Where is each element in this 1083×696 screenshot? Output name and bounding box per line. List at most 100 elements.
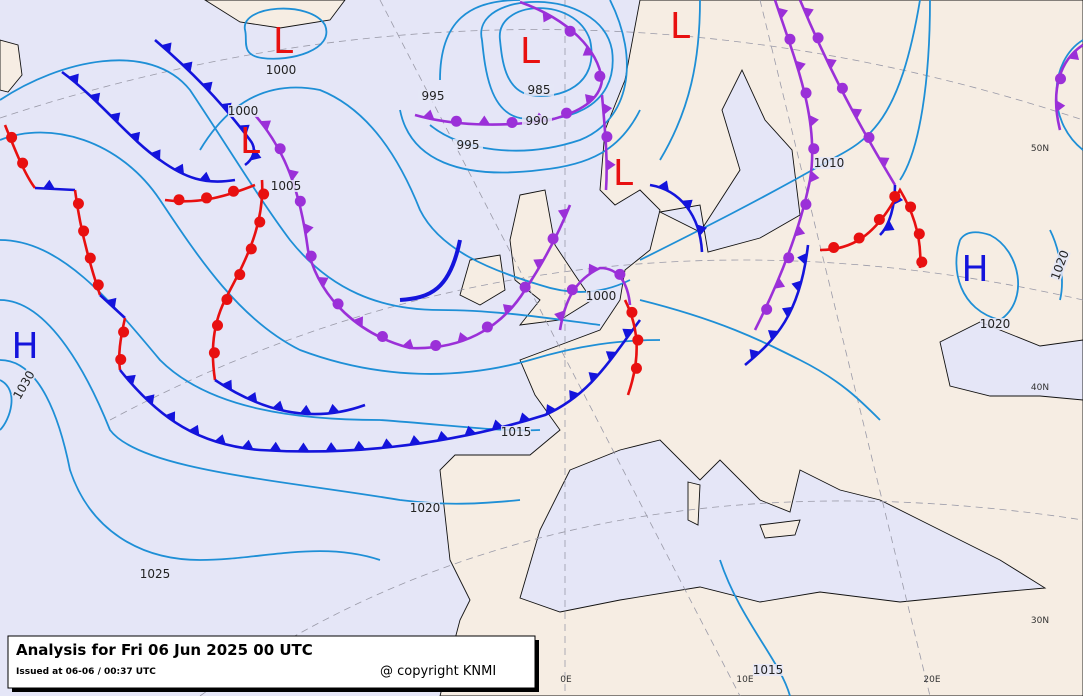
front-semicircle: [78, 225, 90, 237]
high-pressure-center: H: [11, 326, 38, 367]
front-cold: [649, 180, 708, 253]
front-semicircle: [863, 131, 875, 143]
front-occl: [798, 0, 897, 186]
front-line: [600, 94, 608, 191]
isobar-label: 1015: [501, 425, 532, 439]
front-triangle: [582, 45, 594, 56]
front-triangle: [791, 280, 802, 292]
front-triangle: [588, 263, 599, 275]
isobar-label-bg: [140, 568, 170, 580]
isobar-label-bg: [522, 115, 552, 127]
front-line: [399, 239, 462, 302]
front-triangle: [851, 108, 863, 119]
isobar-label: 1020: [980, 317, 1011, 331]
front-semicircle: [913, 228, 925, 240]
front-triangle: [260, 120, 271, 131]
front-triangle: [797, 252, 808, 265]
front-triangle: [803, 7, 814, 19]
graticule-label: 0E: [560, 675, 572, 685]
front-line: [118, 319, 642, 453]
front-semicircle: [481, 321, 493, 333]
front-triangle: [602, 102, 613, 115]
front-semicircle: [245, 243, 257, 255]
front-occl: [600, 94, 616, 191]
front-triangle: [585, 94, 596, 105]
front-semicircle: [761, 303, 773, 315]
isobar-label-bg: [410, 502, 440, 514]
front-semicircle: [84, 252, 96, 264]
front-triangle: [409, 435, 422, 445]
front-semicircle: [201, 192, 213, 204]
front-triangle: [269, 441, 282, 452]
front-triangle: [272, 400, 284, 411]
front-triangle: [809, 114, 819, 127]
front-triangle: [288, 169, 299, 181]
front-semicircle: [234, 269, 246, 281]
front-triangle: [557, 208, 569, 220]
front-semicircle: [812, 32, 824, 44]
low-pressure-center: L: [240, 121, 260, 162]
front-triangle: [199, 171, 212, 182]
isobar-label-bg: [266, 64, 296, 76]
front-occl: [254, 114, 572, 351]
isobar-label-bg: [271, 180, 301, 192]
front-triangle: [327, 403, 340, 414]
front-semicircle: [905, 201, 917, 213]
isobar-label-bg: [1049, 248, 1071, 282]
front-cold: [34, 179, 76, 192]
front-triangle: [533, 258, 545, 270]
front-triangle: [1055, 100, 1066, 113]
front-semicircle: [17, 157, 29, 169]
front-cold: [61, 70, 236, 183]
front-semicircle: [118, 326, 130, 338]
front-triangle: [883, 220, 895, 232]
isobar-label: 995: [457, 138, 480, 152]
graticule-label: 40N: [1031, 383, 1049, 393]
front-semicircle: [853, 232, 865, 244]
front-warm: [3, 124, 37, 189]
front-semicircle: [784, 33, 796, 45]
front-triangle: [554, 310, 565, 323]
front-triangle: [588, 372, 600, 383]
front-semicircle: [566, 284, 578, 296]
front-semicircle: [916, 256, 928, 268]
front-triangle: [825, 58, 837, 70]
isobar-label-bg: [501, 426, 531, 438]
front-triangle: [173, 163, 185, 175]
front-triangle: [545, 404, 557, 415]
front-semicircle: [450, 115, 462, 127]
title-box: Analysis for Fri 06 Jun 2025 00 UTC Issu…: [7, 635, 539, 692]
graticule-label: 10E: [736, 675, 753, 685]
front-triangle: [161, 42, 172, 54]
front-triangle: [622, 328, 634, 339]
front-triangle: [696, 224, 708, 236]
front-semicircle: [836, 82, 848, 94]
graticule-label: 30N: [1031, 616, 1049, 626]
front-line: [254, 114, 572, 350]
isobar-label: 985: [528, 83, 551, 97]
front-triangle: [129, 131, 141, 143]
front-warm: [164, 183, 256, 206]
front-triangle: [518, 412, 531, 423]
front-triangle: [605, 351, 617, 362]
map-title: Analysis for Fri 06 Jun 2025 00 UTC: [16, 641, 313, 659]
front-triangle: [767, 330, 779, 341]
front-semicircle: [519, 281, 531, 293]
front-semicircle: [6, 131, 18, 143]
front-semicircle: [173, 194, 185, 206]
front-line: [117, 317, 127, 371]
front-triangle: [214, 434, 226, 445]
front-triangle: [68, 73, 79, 85]
front-occl: [1054, 43, 1083, 131]
front-semicircle: [800, 198, 812, 210]
front-semicircle: [561, 107, 573, 119]
front-triangle: [457, 332, 469, 343]
front-semicircle: [221, 293, 233, 305]
front-triangle: [478, 115, 491, 125]
front-triangle: [109, 112, 121, 124]
front-semicircle: [332, 298, 344, 310]
front-semicircle: [614, 268, 626, 280]
front-occl: [414, 0, 606, 129]
front-warm: [623, 299, 644, 396]
